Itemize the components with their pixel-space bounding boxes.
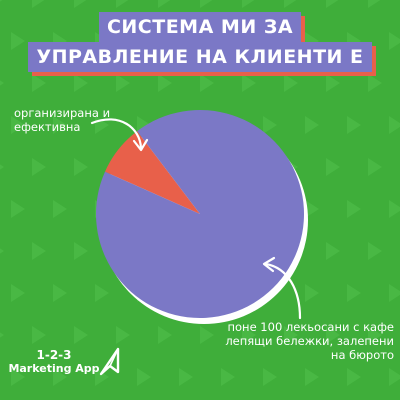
pattern-triangle: [368, 242, 382, 260]
annotation-arrow-left-head: [132, 138, 149, 152]
pattern-triangle: [326, 74, 340, 92]
pattern-triangle: [389, 284, 400, 302]
pattern-triangle: [368, 158, 382, 176]
pattern-triangle: [389, 116, 400, 134]
pattern-triangle: [221, 368, 235, 386]
pattern-triangle: [347, 116, 361, 134]
brand-logo: 1-2-3 Marketing App: [8, 348, 100, 376]
pattern-triangle: [368, 0, 381, 8]
pattern-triangle: [389, 368, 400, 386]
title-line-2: УПРАВЛЕНИЕ НА КЛИЕНТИ Е: [28, 42, 372, 72]
pattern-triangle: [326, 326, 340, 344]
pattern-triangle: [242, 326, 256, 344]
pattern-triangle: [179, 368, 193, 386]
pattern-triangle: [95, 368, 109, 386]
pattern-triangle: [158, 0, 171, 8]
pattern-triangle: [0, 248, 4, 254]
pattern-triangle: [305, 368, 319, 386]
pattern-triangle: [284, 0, 297, 8]
pattern-triangle: [326, 158, 340, 176]
pattern-triangle: [0, 164, 4, 170]
pattern-triangle: [305, 116, 319, 134]
pattern-triangle: [11, 116, 25, 134]
pattern-triangle: [53, 284, 67, 302]
pie-slices: [96, 110, 304, 319]
pattern-triangle: [32, 74, 46, 92]
pattern-triangle: [284, 326, 298, 344]
pattern-triangle: [389, 32, 400, 50]
pattern-triangle: [326, 242, 340, 260]
pie-slice-2: [96, 110, 304, 319]
pattern-triangle: [32, 242, 46, 260]
pattern-triangle: [158, 326, 172, 344]
pattern-triangle: [368, 326, 382, 344]
pattern-triangle: [0, 80, 4, 86]
pattern-triangle: [74, 158, 88, 176]
pattern-triangle: [95, 284, 109, 302]
annotation-arrow-right-head: [262, 256, 276, 273]
pattern-triangle: [242, 74, 256, 92]
pie-slice-1: [104, 131, 200, 214]
pattern-triangle: [11, 200, 25, 218]
pattern-triangle: [32, 158, 46, 176]
pattern-triangle: [116, 326, 130, 344]
title-line-1: СИСТЕМА МИ ЗА: [98, 12, 302, 42]
pattern-triangle: [11, 284, 25, 302]
pattern-triangle: [200, 74, 214, 92]
pattern-triangle: [32, 0, 45, 8]
pattern-triangle: [74, 326, 88, 344]
pattern-triangle: [32, 326, 46, 344]
pattern-triangle: [305, 200, 319, 218]
pattern-triangle: [284, 74, 298, 92]
pattern-triangle: [0, 0, 3, 2]
pattern-triangle: [116, 0, 129, 8]
brand-line-1: 1-2-3: [36, 348, 72, 362]
pattern-triangle: [263, 116, 277, 134]
pattern-triangle: [11, 368, 25, 386]
brand-line-2: Marketing App: [8, 362, 100, 375]
pattern-triangle: [305, 284, 319, 302]
pattern-triangle: [347, 200, 361, 218]
pattern-triangle: [0, 332, 4, 338]
send-arrow-icon: [99, 347, 120, 376]
pattern-triangle: [11, 32, 25, 50]
pattern-triangle: [389, 200, 400, 218]
pattern-triangle: [368, 74, 382, 92]
annotation-arrow-right: [264, 262, 302, 320]
pattern-triangle: [53, 368, 67, 386]
annotation-right: поне 100 лекьосани с кафе лепящи бележки…: [225, 320, 394, 362]
pattern-triangle: [53, 116, 67, 134]
pattern-triangle: [116, 74, 130, 92]
pattern-triangle: [137, 368, 151, 386]
title-block: СИСТЕМА МИ ЗА УПРАВЛЕНИЕ НА КЛИЕНТИ Е: [0, 12, 400, 72]
pattern-triangle: [158, 74, 172, 92]
pattern-triangle: [74, 0, 87, 8]
pattern-triangle: [242, 0, 255, 8]
annotation-arrow-left: [90, 118, 143, 150]
pattern-triangle: [200, 326, 214, 344]
pattern-triangle: [347, 368, 361, 386]
pattern-triangle: [53, 200, 67, 218]
pattern-triangle: [347, 284, 361, 302]
pattern-triangle: [326, 0, 339, 8]
pattern-triangle: [74, 74, 88, 92]
pattern-triangle: [263, 368, 277, 386]
annotation-left: организирана и ефективна: [14, 106, 111, 134]
pattern-triangle: [74, 242, 88, 260]
pattern-triangle: [200, 0, 213, 8]
